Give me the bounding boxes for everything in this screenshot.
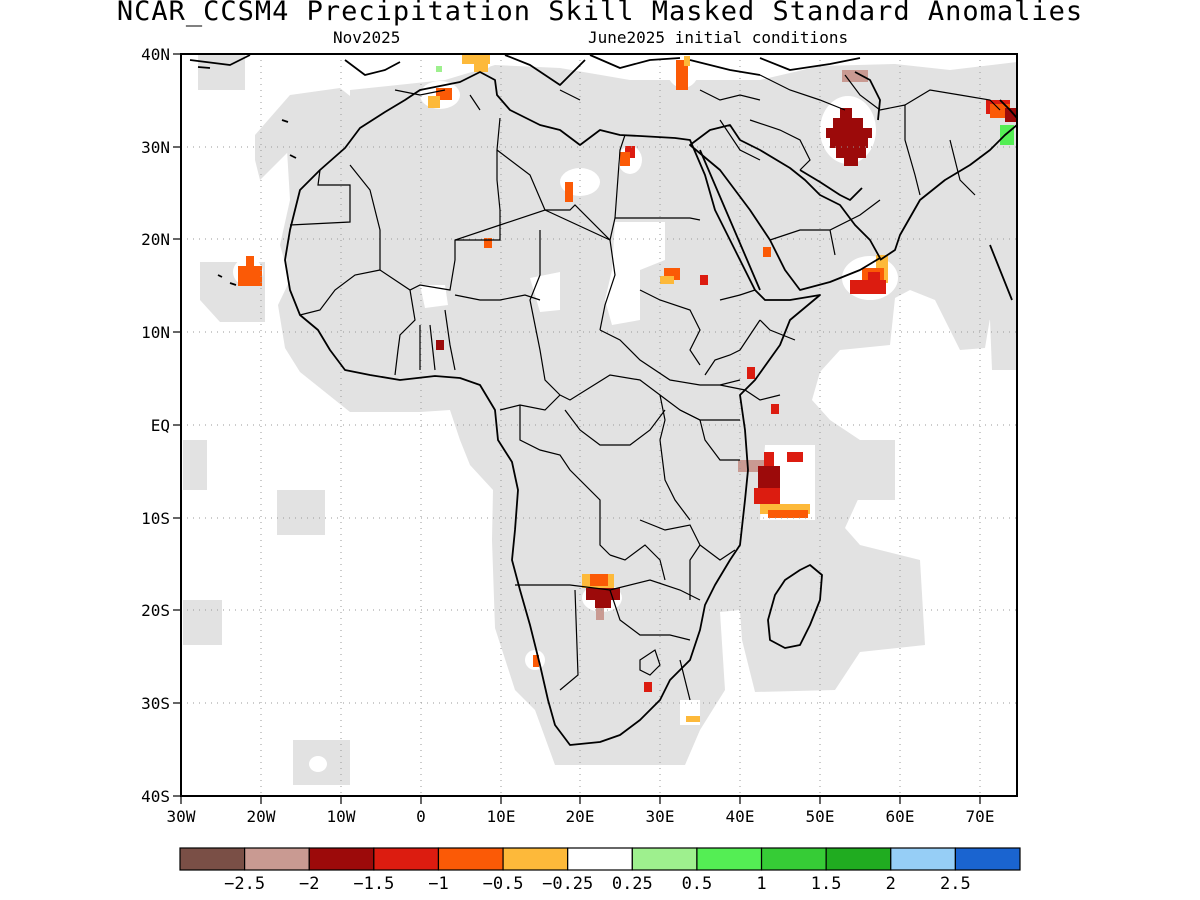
colorbar-swatch (890, 847, 956, 871)
initial-conditions-label: June2025 initial conditions (588, 28, 849, 47)
map-plot-area (181, 54, 1017, 796)
colorbar-swatch (179, 847, 246, 871)
anomaly-libya (565, 182, 573, 202)
hole-mali (420, 285, 448, 308)
country-borders (289, 74, 1001, 701)
lat-tick-label: 10N (141, 323, 170, 342)
anomaly-ethiopia (747, 367, 755, 379)
skill-mask-atlantic-sw (183, 600, 222, 645)
colorbar-label: −1.5 (353, 874, 394, 894)
colorbar-swatch (954, 847, 1021, 871)
tick-marks (173, 53, 981, 804)
lat-tick-label: 20S (141, 601, 170, 620)
coast-madagascar (767, 564, 823, 649)
anomaly-namibia (533, 655, 539, 667)
coast-canary-islands (197, 66, 297, 286)
anomaly-greece (676, 60, 688, 90)
anomaly-iran (826, 108, 872, 166)
colorbar-swatch (825, 847, 892, 871)
colorbar-swatch (502, 847, 569, 871)
anomaly-canary (246, 256, 254, 268)
colorbar-swatch (308, 847, 375, 871)
colorbar-swatch (760, 847, 827, 871)
skill-mask-indian-ocean (850, 440, 895, 500)
anomaly-somalia (771, 404, 779, 414)
skill-mask-st-helena (277, 490, 325, 535)
skill-mask-atlantic-w (183, 440, 207, 490)
colorbar-label: 1.5 (811, 874, 842, 894)
gridlines (181, 54, 1017, 796)
lon-tick-label: 0 (416, 807, 426, 826)
coast-africa (284, 71, 821, 746)
coast-red-sea-west (699, 149, 761, 291)
skill-mask-layer (183, 55, 1017, 785)
lat-tick-label: 40S (141, 787, 170, 806)
lon-tick-label: 30W (167, 807, 196, 826)
lon-tick-label: 20W (247, 807, 276, 826)
colorbar: −2.5 −2 −1.5 −1 −0.5 −0.25 0.25 0.5 1 1.5 2 2.5 (179, 847, 1021, 894)
lat-tick-label: EQ (151, 416, 170, 435)
colorbar-label: −2 (299, 874, 319, 894)
skill-mask-sahara-north (255, 88, 355, 180)
anomaly-red-sea (763, 247, 771, 257)
skill-mask-main (278, 62, 1017, 765)
anomaly-mozambique (686, 716, 700, 722)
coast-india (989, 99, 1017, 301)
colorbar-label: 2.5 (940, 874, 971, 894)
lon-tick-label: 10E (487, 807, 516, 826)
colorbar-label: −1 (428, 874, 448, 894)
skill-mask-india (950, 230, 1017, 370)
colorbar-label: −2.5 (224, 874, 265, 894)
colorbar-swatch (437, 847, 504, 871)
anomaly-niger (484, 238, 492, 248)
map-title: NCAR_CCSM4 Precipitation Skill Masked St… (116, 0, 1084, 27)
colorbar-label: −0.25 (542, 874, 593, 894)
colorbar-swatch (567, 847, 633, 871)
lat-tick-label: 30S (141, 694, 170, 713)
lat-tick-label: 20N (141, 230, 170, 249)
colorbar-swatch (244, 847, 310, 871)
forecast-month-label: Nov2025 (333, 28, 401, 47)
lon-tick-label: 10W (327, 807, 356, 826)
colorbar-label: 0.5 (682, 874, 713, 894)
lat-tick-label: 10S (141, 509, 170, 528)
lon-tick-label: 60E (886, 807, 915, 826)
colorbar-label: 1 (756, 874, 766, 894)
coast-europe (189, 54, 761, 86)
lon-tick-label: 20E (566, 807, 595, 826)
lon-axis-labels: 30W 20W 10W 0 10E 20E 30E 40E 50E 60E 70… (167, 807, 995, 826)
lon-tick-label: 70E (966, 807, 995, 826)
hole-chad-sudan (605, 222, 665, 325)
hole-tristan (309, 756, 327, 772)
colorbar-swatch (373, 847, 440, 871)
colorbar-label: 2 (886, 874, 896, 894)
anomaly-south-africa (644, 682, 652, 692)
lon-tick-label: 50E (806, 807, 835, 826)
coastlines (189, 54, 1017, 746)
anomaly-layer (238, 54, 1017, 722)
coast-black-sea (759, 57, 861, 71)
lon-tick-label: 40E (726, 807, 755, 826)
colorbar-label: 0.25 (612, 874, 653, 894)
lat-tick-label: 30N (141, 138, 170, 157)
anomaly-tunisia (462, 54, 490, 64)
anomaly-togo (436, 340, 444, 350)
lat-axis-labels: 40N 30N 20N 10N EQ 10S 20S 30S 40S (141, 45, 170, 806)
coast-arabia (689, 124, 881, 291)
colorbar-swatch (631, 847, 698, 871)
colorbar-label: −0.5 (483, 874, 524, 894)
coast-persian-gulf (799, 124, 1017, 261)
lon-tick-label: 30E (646, 807, 675, 826)
lat-tick-label: 40N (141, 45, 170, 64)
colorbar-swatch (696, 847, 763, 871)
